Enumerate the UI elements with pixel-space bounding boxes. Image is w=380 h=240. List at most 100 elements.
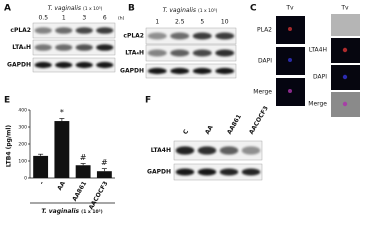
error-bar [80, 163, 86, 166]
lane-label: 10 [221, 19, 229, 26]
row-label: GAPDH [120, 68, 144, 75]
error-bar [38, 153, 44, 156]
row-label: DAPI [313, 74, 327, 81]
cell-signal [342, 101, 348, 107]
lane-unit: (h) [118, 16, 125, 22]
blot-band [192, 67, 212, 75]
blot-band [55, 61, 73, 69]
x-tick-label: - [38, 180, 46, 186]
significance-mark: # [101, 158, 108, 167]
blot-strip [173, 140, 263, 161]
blot-band [34, 44, 52, 51]
blot-band [55, 27, 73, 34]
blot-band [219, 168, 239, 176]
y-tick-label: 200 [18, 142, 27, 148]
panel-label: A [4, 4, 11, 14]
bar [96, 171, 112, 178]
cell-signal [342, 74, 348, 80]
title-italic: T. vaginalis [48, 5, 81, 12]
error-bar [59, 118, 65, 122]
y-tick-label: 400 [18, 108, 27, 114]
bar [33, 155, 49, 178]
blot-band [34, 27, 52, 34]
lane-label: AA [204, 124, 215, 136]
column-header: Tv [285, 5, 294, 12]
title-unit: (1 x 10⁵) [83, 6, 103, 12]
x-label-italic: T. vaginalis [41, 208, 79, 215]
y-axis-label: LTB4 (pg/ml) [6, 125, 13, 168]
blot-strip [32, 39, 116, 56]
cell-signal [342, 47, 348, 53]
blot-band [241, 146, 261, 155]
blot-band [170, 49, 190, 57]
lane-label: AACOCF3 [248, 105, 270, 136]
blot-band [192, 49, 212, 57]
panel-label: F [145, 96, 151, 106]
row-label: DAPI [258, 58, 272, 65]
blot-band [219, 146, 239, 155]
column-header: Tv [340, 5, 349, 12]
blot-band [215, 49, 235, 57]
blot-strip [173, 163, 263, 181]
blot-band [175, 146, 195, 155]
blot-band [215, 32, 235, 40]
row-label: LTA4H [309, 47, 327, 54]
lane-label: 6 [103, 15, 107, 22]
blot-strip [32, 57, 116, 73]
panel-label: E [4, 96, 10, 106]
cell-signal [288, 58, 292, 62]
blot-strip [145, 63, 237, 79]
y-tick-label: 100 [18, 159, 27, 165]
row-label: Merge [308, 101, 327, 108]
panel-label: B [128, 4, 135, 14]
significance-mark: # [80, 153, 87, 162]
error-bar [101, 168, 107, 172]
blot-band [215, 67, 235, 75]
blot-band [192, 32, 212, 40]
row-label: cPLA2 [123, 33, 144, 40]
row-label: cPLA2 [10, 27, 31, 34]
figure: A T. vaginalis (1 x 10⁵) B T. vaginalis … [4, 4, 360, 215]
panel-title: T. vaginalis (1 x 10⁵) [48, 5, 103, 12]
lane-label: AA861 [226, 113, 243, 135]
panel-label: C [250, 4, 257, 14]
y-tick-label: 300 [18, 125, 27, 131]
blot-band [170, 32, 190, 40]
x-axis-label: T. vaginalis (1 x 10⁵) [41, 208, 102, 215]
blot-strip [145, 44, 237, 62]
row-label: LTA₄H [12, 44, 31, 51]
micrograph [331, 14, 360, 36]
blot-strip [145, 27, 237, 45]
bar [75, 165, 91, 178]
blot-band [197, 146, 217, 155]
blot-band [75, 61, 93, 69]
blot-band [34, 61, 52, 69]
lane-label: 1 [62, 15, 66, 22]
bar [54, 121, 70, 178]
blot-band [170, 67, 190, 75]
x-tick-label: AACOCF3 [88, 180, 110, 211]
significance-mark: * [60, 108, 64, 117]
x-tick-label: AA861 [71, 180, 88, 202]
blot-band [175, 168, 195, 176]
x-label-unit: (1 x 10⁵) [81, 209, 103, 215]
blot-band [241, 168, 261, 176]
lane-label: 0.5 [38, 15, 48, 22]
x-tick-label: AA [56, 180, 67, 192]
blot-band [147, 67, 167, 75]
lane-label: C [182, 128, 191, 136]
cell-signal [288, 89, 292, 93]
cell-signal [288, 27, 292, 31]
blot-band [96, 44, 114, 51]
blot-band [147, 49, 167, 57]
row-label: Merge [253, 89, 272, 96]
row-label: LTA₄H [125, 50, 144, 57]
title-unit: (1 x 10⁵) [198, 8, 218, 14]
blot-band [75, 27, 93, 34]
blot-band [55, 44, 73, 51]
blot-band [96, 27, 114, 34]
lane-label: 3 [82, 15, 86, 22]
row-label: GAPDH [7, 62, 31, 69]
lane-label: 5 [200, 19, 204, 26]
y-tick-label: 0 [24, 176, 27, 182]
